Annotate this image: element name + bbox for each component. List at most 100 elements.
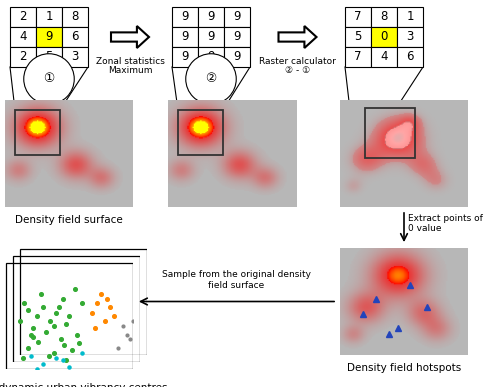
- Bar: [62, 27, 88, 47]
- Bar: [10, 47, 36, 67]
- Point: [40, 361, 48, 367]
- Point: [110, 312, 118, 319]
- Text: 3: 3: [72, 50, 78, 63]
- Bar: [365, 108, 415, 158]
- Point: [46, 318, 54, 324]
- Bar: [62, 7, 88, 27]
- Text: 8: 8: [380, 10, 388, 24]
- Point: [42, 329, 50, 335]
- Bar: [224, 27, 250, 47]
- Text: Time dynamic urban vibrancy centres: Time dynamic urban vibrancy centres: [0, 383, 168, 387]
- Polygon shape: [111, 26, 149, 48]
- Bar: [397, 7, 423, 27]
- Bar: [198, 7, 224, 27]
- Point: [97, 291, 105, 297]
- Text: 6: 6: [72, 31, 79, 43]
- Text: 4: 4: [380, 50, 388, 63]
- Point: [29, 325, 37, 331]
- Bar: [224, 47, 250, 67]
- Text: 0: 0: [380, 31, 388, 43]
- Text: 9: 9: [208, 31, 215, 43]
- Bar: [397, 47, 423, 67]
- Text: Density field surface: Density field surface: [15, 215, 123, 225]
- Bar: [345, 47, 371, 67]
- Point: [16, 318, 24, 324]
- Point: [26, 332, 34, 338]
- Point: [101, 318, 109, 324]
- Bar: [10, 27, 36, 47]
- Point: [88, 310, 96, 317]
- Text: 7: 7: [354, 50, 362, 63]
- Point: [44, 353, 52, 359]
- Bar: [172, 27, 198, 47]
- Point: [52, 355, 60, 361]
- Text: 2: 2: [19, 50, 27, 63]
- Point: [40, 304, 48, 310]
- Text: 1: 1: [45, 10, 53, 24]
- Bar: [36, 7, 62, 27]
- Text: 9: 9: [233, 31, 241, 43]
- Bar: [36, 47, 62, 67]
- Point: [72, 332, 80, 338]
- Bar: [371, 7, 397, 27]
- Bar: [15, 110, 60, 155]
- Point: [29, 334, 37, 340]
- Text: 5: 5: [46, 50, 52, 63]
- Text: ②: ②: [206, 72, 216, 86]
- Bar: [172, 7, 198, 27]
- Point: [106, 304, 114, 310]
- Bar: [397, 27, 423, 47]
- Point: [52, 310, 60, 317]
- Text: 9: 9: [181, 50, 189, 63]
- Text: 3: 3: [406, 31, 414, 43]
- Point: [58, 296, 66, 303]
- Point: [62, 357, 70, 363]
- Text: 9: 9: [208, 10, 215, 24]
- Bar: [36, 27, 62, 47]
- Point: [37, 291, 45, 297]
- Point: [46, 371, 54, 377]
- Bar: [345, 7, 371, 27]
- Text: 7: 7: [354, 10, 362, 24]
- Polygon shape: [278, 26, 316, 48]
- Point: [126, 336, 134, 342]
- Text: ①: ①: [44, 72, 54, 86]
- Point: [78, 350, 86, 356]
- Point: [65, 364, 73, 370]
- Text: 1: 1: [406, 10, 414, 24]
- Point: [20, 300, 28, 306]
- Point: [90, 325, 98, 331]
- Point: [93, 300, 101, 306]
- Point: [65, 312, 73, 319]
- Bar: [345, 27, 371, 47]
- Point: [26, 353, 34, 359]
- Text: Zonal statistics: Zonal statistics: [96, 57, 164, 66]
- Point: [19, 355, 27, 361]
- Point: [122, 332, 130, 338]
- Point: [75, 340, 83, 346]
- Bar: [198, 27, 224, 47]
- Text: 8: 8: [72, 10, 78, 24]
- Text: 9: 9: [181, 10, 189, 24]
- Point: [24, 307, 32, 313]
- Text: 9: 9: [208, 50, 215, 63]
- Text: 9: 9: [45, 31, 53, 43]
- Point: [60, 342, 68, 349]
- Point: [58, 357, 66, 363]
- Bar: [224, 7, 250, 27]
- Point: [72, 286, 80, 292]
- Text: Extract points of
0 value: Extract points of 0 value: [408, 214, 483, 233]
- Bar: [172, 47, 198, 67]
- Bar: [371, 47, 397, 67]
- Point: [50, 323, 58, 329]
- Point: [33, 366, 41, 372]
- Point: [33, 312, 41, 319]
- Text: 9: 9: [233, 10, 241, 24]
- Text: 2: 2: [19, 10, 27, 24]
- Bar: [10, 7, 36, 27]
- Text: 9: 9: [181, 31, 189, 43]
- Point: [24, 344, 32, 351]
- Point: [34, 339, 42, 345]
- Point: [50, 350, 58, 356]
- Text: Maximum: Maximum: [108, 66, 152, 75]
